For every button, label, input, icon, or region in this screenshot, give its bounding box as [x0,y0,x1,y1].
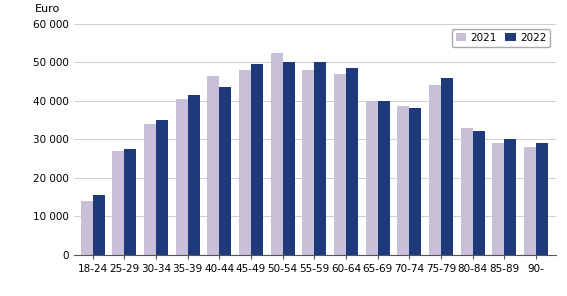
Bar [188,95,200,255]
Bar [93,195,105,255]
Bar [524,147,536,255]
Bar [314,62,327,255]
Bar [492,143,505,255]
Bar [505,139,517,255]
Bar [346,68,358,255]
Bar [334,74,346,255]
Bar [144,124,156,255]
Bar [176,99,188,255]
Legend: 2021, 2022: 2021, 2022 [452,29,551,47]
Bar [302,70,314,255]
Bar [409,108,421,255]
Bar [536,143,548,255]
Bar [473,131,485,255]
Bar [208,75,219,255]
Bar [429,85,441,255]
Bar [251,64,263,255]
Bar [397,106,409,255]
Bar [239,70,251,255]
Bar [124,149,137,255]
Bar [112,151,124,255]
Bar [441,78,453,255]
Bar [219,87,231,255]
Text: Euro: Euro [35,4,61,15]
Bar [378,101,390,255]
Bar [283,62,295,255]
Bar [366,101,378,255]
Bar [156,120,168,255]
Bar [81,201,93,255]
Bar [460,128,473,255]
Bar [270,52,283,255]
